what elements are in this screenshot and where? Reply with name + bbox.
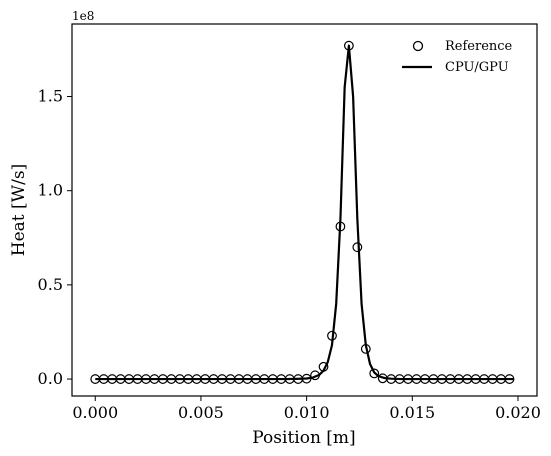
reference-point [301,373,312,384]
x-tick-label: 0.005 [178,403,224,422]
reference-point [343,40,354,51]
y-tick-label: 1.5 [38,87,63,106]
reference-point [352,242,363,253]
x-axis-label: Position [m] [252,428,355,448]
reference-point [335,221,346,232]
legend: Reference CPU/GPU [402,39,513,75]
reference-point [369,368,380,379]
y-tick-label: 1.0 [38,181,63,200]
x-tick-label: 0.020 [495,403,541,422]
reference-point [310,370,320,381]
axes-frame [71,23,538,397]
reference-point [504,374,515,384]
x-tick-label: 0.010 [284,403,330,422]
y-tick-label: 0.0 [38,369,63,388]
tick-group: 0.000 0.005 0.010 0.015 0.020 0.0 0.5 1.0 1.5 [38,87,541,422]
legend-marker-reference [412,40,424,52]
reference-point [327,330,337,341]
legend-label-reference: Reference [445,39,513,54]
y-tick-label: 0.5 [38,275,63,294]
x-tick-label: 0.015 [389,403,435,422]
x-tick-label: 0.000 [72,403,118,422]
y-offset-label: 1e8 [72,9,94,23]
reference-point [360,344,371,354]
legend-label-cpu-gpu: CPU/GPU [445,60,509,75]
y-axis-label: Heat [W/s] [9,164,29,256]
plot-area [90,40,515,384]
reference-point [318,361,329,372]
